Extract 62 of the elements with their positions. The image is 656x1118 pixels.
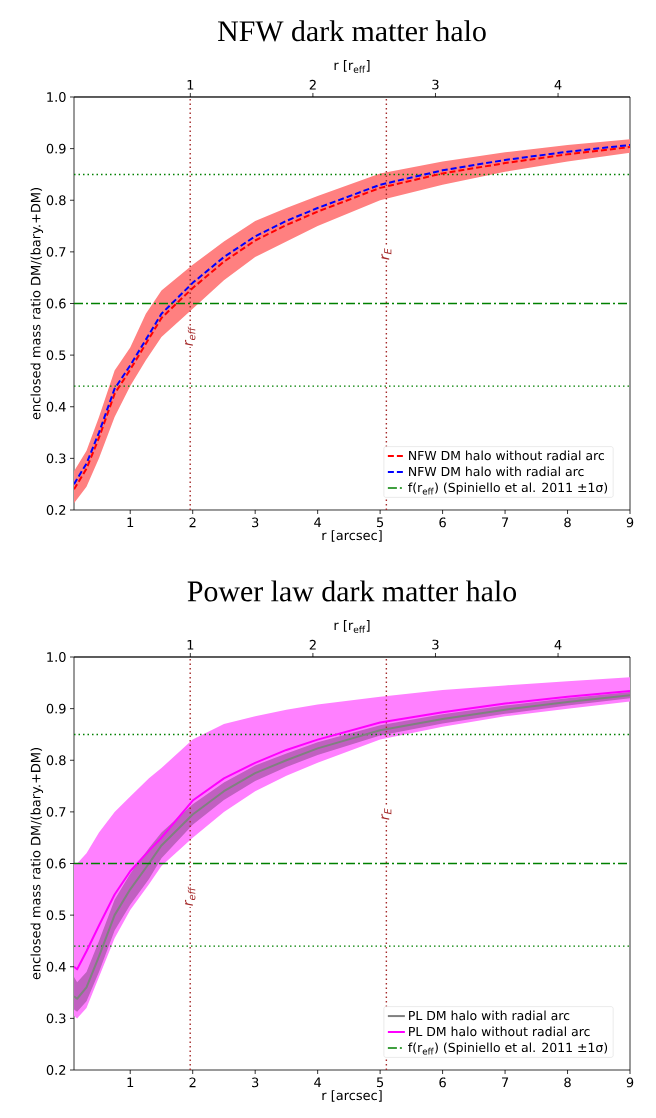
y-tick-label: 0.6 [46, 858, 66, 869]
x-tick-label: 3 [252, 517, 259, 528]
y-tick-label: 0.5 [46, 350, 66, 361]
y-tick-label: 0.7 [46, 806, 66, 817]
x-axis-title: r [arcsec] [322, 530, 382, 542]
y-tick-label: 0.7 [46, 246, 66, 257]
legend-label: NFW DM halo with radial arc [409, 466, 584, 477]
y-tick-label: 0.8 [46, 195, 66, 206]
y-tick-label: 0.6 [46, 298, 66, 309]
y-axis-title: enclosed mass ratio DM/(bary.+DM) [30, 748, 44, 980]
x-tick-label: 6 [439, 517, 446, 528]
x-tick-label: 9 [626, 1077, 634, 1088]
legend-label: NFW DM halo without radial arc [409, 450, 605, 461]
x-tick-label: 2 [189, 1077, 196, 1088]
x-tick-label: 7 [502, 1077, 509, 1087]
x2-tick-label: 2 [309, 79, 316, 90]
y-axis-title: enclosed mass ratio DM/(bary.+DM) [30, 188, 44, 420]
x2-axis-title: r [r$_{eff}$] [334, 60, 370, 73]
x-tick-label: 8 [564, 1077, 571, 1088]
legend-label: PL DM halo without radial arc [409, 1026, 590, 1037]
x-axis-title: r [arcsec] [322, 1090, 382, 1102]
legend-label: PL DM halo with radial arc [409, 1010, 570, 1021]
y-tick-label: 0.5 [46, 910, 66, 921]
x2-tick-label: 4 [554, 640, 562, 650]
ref-line-label: r$_{eff}$ [184, 886, 196, 906]
legend-label: f(r$_{eff}$) (Spiniello et al. 2011 ±1σ) [408, 1042, 608, 1055]
x2-tick-label: 3 [432, 79, 439, 90]
x-tick-label: 3 [252, 1077, 259, 1088]
x-tick-label: 7 [502, 517, 509, 527]
ref-line-label: r$_{E}$ [381, 808, 392, 820]
ref-line-label: r$_{E}$ [381, 248, 392, 260]
ref-line-label: r$_{eff}$ [184, 326, 196, 346]
x-tick-label: 4 [314, 1077, 322, 1087]
x-tick-label: 8 [564, 517, 571, 528]
chart-title: NFW dark matter halo [217, 20, 486, 42]
x-tick-label: 1 [127, 517, 134, 527]
y-tick-label: 0.9 [46, 143, 66, 154]
x-tick-label: 9 [626, 517, 634, 528]
x-tick-label: 6 [439, 1077, 446, 1088]
chart-title: Power law dark matter halo [187, 580, 517, 602]
x2-tick-label: 1 [187, 640, 194, 650]
x2-tick-label: 2 [309, 639, 316, 650]
x-tick-label: 5 [377, 1077, 384, 1088]
legend-label: f(r$_{eff}$) (Spiniello et al. 2011 ±1σ) [408, 482, 608, 495]
y-tick-label: 0.2 [46, 505, 66, 515]
y-tick-label: 1.0 [47, 652, 66, 662]
x2-tick-label: 4 [554, 80, 562, 90]
y-tick-label: 0.8 [46, 755, 66, 766]
x2-tick-label: 1 [187, 80, 194, 90]
y-tick-label: 0.9 [46, 703, 66, 714]
y-tick-label: 0.4 [46, 961, 66, 972]
y-tick-label: 0.2 [46, 1065, 66, 1075]
y-tick-label: 0.4 [46, 401, 66, 412]
y-tick-label: 0.3 [46, 453, 66, 464]
x-tick-label: 5 [377, 517, 384, 528]
x-tick-label: 1 [127, 1077, 134, 1087]
y-tick-label: 0.3 [46, 1013, 66, 1024]
x-tick-label: 4 [314, 517, 322, 527]
x2-tick-label: 3 [432, 639, 439, 650]
y-tick-label: 1.0 [47, 92, 66, 102]
x2-axis-title: r [r$_{eff}$] [334, 620, 370, 633]
x-tick-label: 2 [189, 517, 196, 528]
